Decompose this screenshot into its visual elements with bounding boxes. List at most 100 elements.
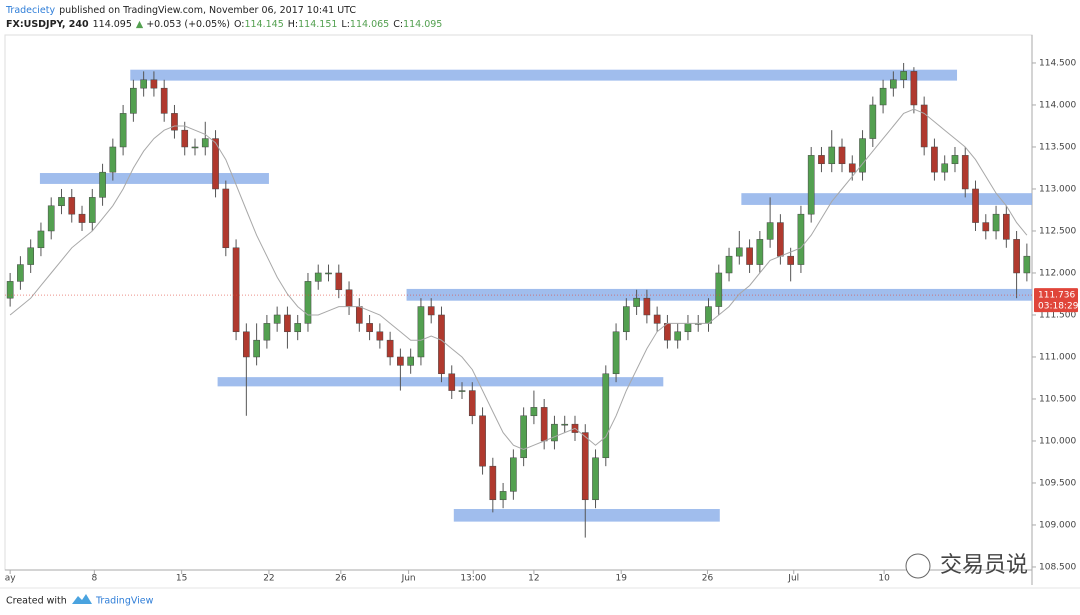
watermark-icon <box>905 553 931 579</box>
candle-body <box>130 87 137 114</box>
candle-body <box>171 113 178 131</box>
candle-body <box>581 432 589 501</box>
candle-body <box>325 272 332 275</box>
candle-body <box>633 297 640 307</box>
y-tick-label: 109.000 <box>1039 520 1076 530</box>
candle-body <box>407 356 414 366</box>
candle-body <box>818 155 825 165</box>
last-price-label: 111.736 <box>1038 291 1075 301</box>
candle-body <box>725 255 733 274</box>
candle-body <box>756 239 764 265</box>
candle-body <box>972 188 979 223</box>
candle-body <box>787 255 794 265</box>
candle-body <box>479 415 486 467</box>
candle-body <box>931 146 938 173</box>
candle-body <box>212 138 219 190</box>
candle-body <box>68 197 76 215</box>
y-tick-label: 109.500 <box>1039 478 1076 488</box>
candle-body <box>920 104 928 148</box>
l-label: L: <box>341 19 350 30</box>
countdown: 03:18:29 <box>1038 302 1079 312</box>
candle-body <box>807 155 815 215</box>
change: +0.053 (+0.05%) <box>146 19 230 30</box>
candle-body <box>664 323 671 341</box>
candle-body <box>160 87 168 114</box>
candle-body <box>284 314 291 333</box>
y-tick-label: 111.000 <box>1039 352 1076 362</box>
candle-body <box>345 289 353 307</box>
h-value: 114.151 <box>298 19 337 30</box>
y-tick-label: 112.500 <box>1039 226 1076 236</box>
candle-body <box>499 491 507 501</box>
candle-body <box>427 306 435 316</box>
candle-body <box>982 222 990 232</box>
candle-body <box>366 323 373 333</box>
candle-body <box>397 356 404 366</box>
x-tick-label: 22 <box>263 574 274 584</box>
y-tick-label: 114.000 <box>1039 100 1076 110</box>
candle-body <box>715 272 723 307</box>
candle-body <box>1013 239 1020 274</box>
y-tick-label: 113.000 <box>1039 184 1076 194</box>
candle-body <box>684 323 692 333</box>
y-tick-label: 111.500 <box>1039 310 1076 320</box>
moving-average <box>9 108 1028 450</box>
candle-body <box>27 247 35 265</box>
candle-body <box>961 155 969 190</box>
x-tick-label: 19 <box>615 574 627 584</box>
candle-body <box>592 457 599 501</box>
candle-body <box>992 213 1000 232</box>
candle-body <box>458 390 466 392</box>
arrow: ▲ <box>136 19 144 30</box>
candle-body <box>941 163 949 173</box>
candle-body <box>222 188 230 249</box>
l-value: 114.065 <box>350 19 389 30</box>
footer-brand[interactable]: TradingView <box>95 596 154 607</box>
candle-body <box>828 146 836 165</box>
x-tick-label: 8 <box>91 574 97 584</box>
o-label: O: <box>234 19 245 30</box>
candle-body <box>848 163 856 173</box>
candle-body <box>900 71 907 81</box>
candle-body <box>602 373 610 459</box>
candle-body <box>386 339 394 358</box>
y-tick-label: 112.000 <box>1039 268 1076 278</box>
candle-body <box>561 423 569 426</box>
x-tick-label: 10 <box>878 574 890 584</box>
candle-body <box>58 197 65 207</box>
candle-body <box>766 222 774 240</box>
candle-body <box>540 407 548 442</box>
candle-body <box>448 373 456 391</box>
x-tick-label: 13:00 <box>460 574 486 584</box>
candle-body <box>520 415 527 459</box>
plot: 108.500 109.000 109.500 110.000 110.500 111.0… <box>5 58 1079 583</box>
o-value: 114.145 <box>244 19 283 30</box>
candle-body <box>643 297 651 316</box>
candle-body <box>910 71 918 106</box>
candle-body <box>355 306 363 324</box>
candle-body <box>890 79 897 89</box>
candle-body <box>294 323 302 333</box>
candle-body <box>335 272 343 291</box>
candle-body <box>777 222 784 257</box>
candle-body <box>838 146 846 165</box>
candle-body <box>201 138 209 148</box>
candle-body <box>17 264 24 282</box>
x-tick-label: Jun <box>401 574 416 584</box>
candle-body <box>232 247 240 333</box>
c-value: 114.095 <box>403 19 442 30</box>
candle-body <box>510 457 517 492</box>
sr-zone <box>453 509 720 522</box>
last-price-box <box>1034 288 1078 313</box>
candle-body <box>47 205 55 232</box>
watermark: 交易员说 <box>940 553 1028 578</box>
symbol: FX:USDJPY, 240 <box>6 19 89 30</box>
publisher[interactable]: Tradeciety <box>5 5 55 16</box>
candle-body <box>489 465 497 501</box>
candle-body <box>88 197 96 223</box>
candle-body <box>612 331 620 375</box>
candle-body <box>78 213 86 223</box>
candle-body <box>304 281 312 324</box>
candle-body <box>1023 255 1031 274</box>
